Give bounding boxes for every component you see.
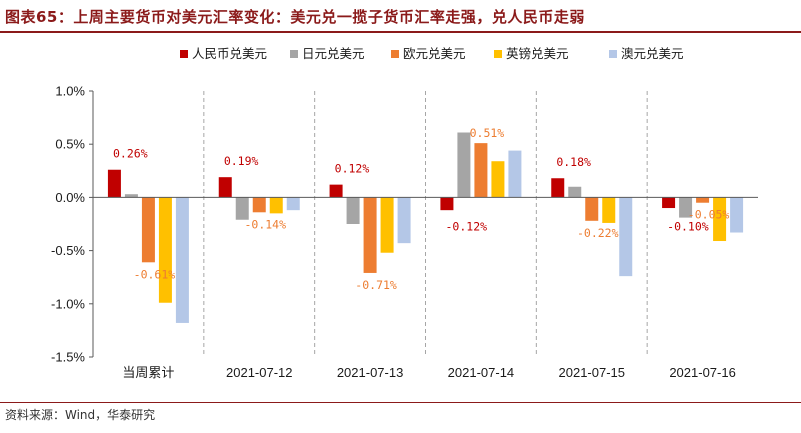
legend-swatch-3: [391, 50, 399, 58]
bar-chart: 人民币兑美元 日元兑美元 欧元兑美元 英镑兑美元 澳元兑美元 1.0% 0.5% 0.0% -…: [51, 46, 758, 380]
x-tick-label: 2021-07-16: [669, 365, 736, 380]
legend-swatch-2: [290, 50, 298, 58]
y-axis: 1.0% 0.5% 0.0% -0.5% -1.0% -1.5%: [51, 84, 94, 365]
bar-series2-2021-07-13: [346, 197, 360, 224]
bar-series4-2021-07-15: [602, 197, 616, 223]
y-tick-label: 0.5%: [55, 137, 85, 152]
bar-series1-2021-07-13: [329, 184, 343, 198]
figure-header: 图表65：上周主要货币对美元汇率变化：美元兑一揽子货币汇率走强，兑人民币走弱: [0, 0, 801, 34]
bar-series1-2021-07-14: [440, 197, 454, 211]
legend-label-1: 人民币兑美元: [192, 46, 267, 61]
source-note: 资料来源：Wind，华泰研究: [5, 408, 156, 422]
legend-label-2: 日元兑美元: [302, 46, 365, 61]
x-tick-label: 2021-07-15: [559, 365, 626, 380]
bar-series5-2021-07-15: [619, 197, 633, 277]
bar-series5-2021-07-13: [397, 197, 411, 244]
bar-series1-2021-07-16: [662, 197, 676, 209]
x-axis: 当周累计 2021-07-12 2021-07-13 2021-07-14 2021-0…: [93, 196, 758, 380]
data-label: 0.19%: [224, 154, 259, 168]
data-label: -0.12%: [446, 219, 488, 233]
data-label: -0.05%: [688, 208, 730, 222]
chart-legend: 人民币兑美元 日元兑美元 欧元兑美元 英镑兑美元 澳元兑美元: [180, 46, 684, 61]
y-tick-label: -0.5%: [51, 243, 85, 258]
x-tick-label: 当周累计: [122, 365, 174, 380]
bar-series2-2021-07-12: [235, 197, 249, 220]
bar-series3-2021-07-13: [363, 197, 377, 273]
bar-series2-2021-07-16: [679, 197, 693, 218]
bar-series1-当周累计: [107, 169, 121, 198]
legend-swatch-1: [180, 50, 188, 58]
source-divider: [0, 402, 801, 403]
bar-series3-当周累计: [141, 197, 155, 263]
y-tick-label: -1.5%: [51, 350, 85, 365]
bar-series2-当周累计: [124, 194, 138, 198]
bar-series5-2021-07-14: [508, 150, 522, 198]
data-label: -0.71%: [355, 278, 397, 292]
bar-series2-2021-07-15: [568, 186, 582, 198]
data-label: 0.26%: [113, 147, 148, 161]
bar-series1-2021-07-12: [218, 177, 232, 198]
bar-series2-2021-07-14: [457, 132, 471, 198]
x-tick-label: 2021-07-12: [226, 365, 293, 380]
y-tick-label: -1.0%: [51, 296, 85, 311]
data-labels: 0.26% -0.61% 0.19% -0.14% 0.12% -0.71% -0.12% 0…: [113, 126, 729, 292]
bar-series3-2021-07-12: [252, 197, 266, 213]
data-label: 0.51%: [470, 126, 505, 140]
legend-label-3: 欧元兑美元: [403, 46, 466, 61]
y-tick-label: 1.0%: [55, 84, 85, 99]
bar-series3-2021-07-14: [474, 143, 488, 198]
y-tick-label: 0.0%: [55, 190, 85, 205]
bar-series4-2021-07-16: [713, 197, 727, 242]
bar-series5-2021-07-16: [730, 197, 744, 233]
bar-series4-当周累计: [158, 197, 172, 303]
data-label: 0.18%: [556, 155, 591, 169]
data-label: 0.12%: [335, 162, 370, 176]
bar-series5-2021-07-12: [286, 197, 300, 211]
bar-series3-2021-07-15: [585, 197, 599, 221]
data-label: -0.22%: [577, 226, 619, 240]
x-tick-label: 2021-07-13: [337, 365, 404, 380]
title-divider: [0, 31, 801, 33]
category-separators: [203, 91, 648, 357]
data-label: -0.61%: [134, 267, 176, 281]
bar-series5-当周累计: [175, 197, 189, 323]
bar-series1-2021-07-15: [551, 178, 565, 198]
legend-label-4: 英镑兑美元: [506, 46, 569, 61]
legend-swatch-5: [609, 50, 617, 58]
bar-series4-2021-07-12: [269, 197, 283, 214]
x-tick-label: 2021-07-14: [448, 365, 515, 380]
legend-swatch-4: [494, 50, 502, 58]
data-label: -0.14%: [244, 217, 286, 231]
data-label: -0.10%: [667, 219, 709, 233]
figure-title: 图表65：上周主要货币对美元汇率变化：美元兑一揽子货币汇率走强，兑人民币走弱: [5, 8, 585, 26]
legend-label-5: 澳元兑美元: [621, 46, 684, 61]
bar-series: [107, 132, 744, 323]
bar-series4-2021-07-13: [380, 197, 394, 253]
bar-series4-2021-07-14: [491, 161, 505, 198]
bar-series3-2021-07-16: [696, 197, 710, 203]
